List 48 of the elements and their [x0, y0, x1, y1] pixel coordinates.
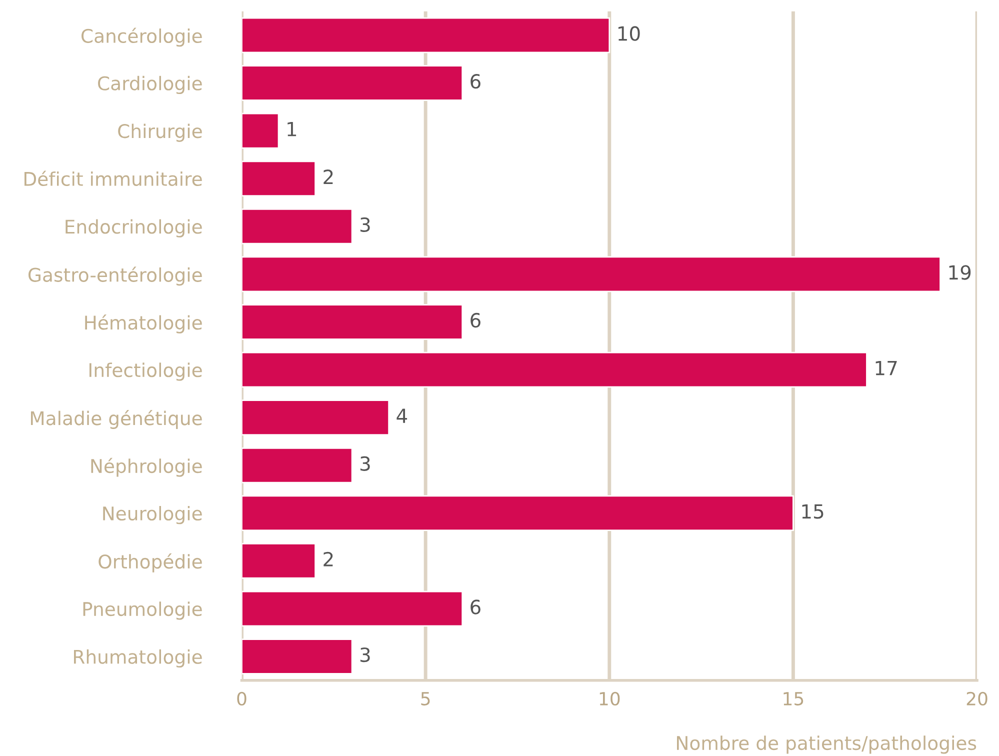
- bar: [242, 400, 390, 436]
- data-label: 3: [360, 217, 370, 232]
- data-label: 6: [470, 74, 480, 89]
- bar: [242, 256, 941, 292]
- y-tick-label: Chirurgie: [118, 124, 202, 142]
- y-tick-label: Pneumologie: [83, 602, 202, 620]
- data-label: 19: [949, 265, 971, 280]
- x-tick-label: 5: [421, 692, 430, 706]
- x-axis-title: Nombre de patients/pathologies: [677, 736, 976, 754]
- y-tick-label: Orthopédie: [98, 553, 202, 572]
- bar: [242, 112, 280, 149]
- y-tick-label: Cancérologie: [82, 28, 202, 47]
- data-label: 6: [470, 600, 480, 614]
- data-label: 15: [802, 504, 824, 519]
- bar: [242, 304, 464, 340]
- bar: [242, 447, 353, 484]
- data-label: 3: [360, 456, 370, 471]
- data-label: 2: [324, 552, 333, 566]
- y-tick-label: Hématologie: [85, 314, 202, 334]
- data-label: 4: [396, 408, 408, 423]
- y-tick-label: Gastro-entérologie: [28, 266, 202, 286]
- y-tick-label: Cardiologie: [98, 76, 202, 94]
- y-tick-label: Maladie génétique: [30, 410, 202, 429]
- data-label: 10: [618, 26, 640, 41]
- data-label: 1: [288, 122, 296, 136]
- bar: [242, 638, 353, 674]
- bar: [242, 543, 316, 579]
- bar: [242, 495, 794, 532]
- x-tick-label: 15: [784, 692, 804, 706]
- y-tick-label: Infectiologie: [89, 362, 202, 381]
- x-tick-label: 0: [237, 692, 246, 706]
- data-label: 17: [876, 360, 897, 376]
- y-tick-label: Neurologie: [103, 506, 202, 524]
- y-tick-label: Néphrologie: [91, 458, 202, 477]
- bar: [242, 208, 353, 244]
- x-tick-label: 10: [600, 692, 620, 706]
- y-tick-label: Déficit immunitaire: [24, 170, 202, 186]
- bar: [242, 352, 868, 388]
- bar: [242, 590, 464, 627]
- y-tick-label: Rhumatologie: [74, 649, 202, 668]
- data-label: 6: [470, 312, 480, 328]
- bar: [242, 17, 610, 54]
- y-tick-label: Endocrinologie: [66, 219, 202, 238]
- bar: [242, 65, 464, 101]
- data-label: 2: [324, 170, 333, 184]
- x-tick-label: 20: [966, 692, 988, 706]
- data-label: 3: [360, 647, 370, 662]
- bar: [242, 160, 316, 197]
